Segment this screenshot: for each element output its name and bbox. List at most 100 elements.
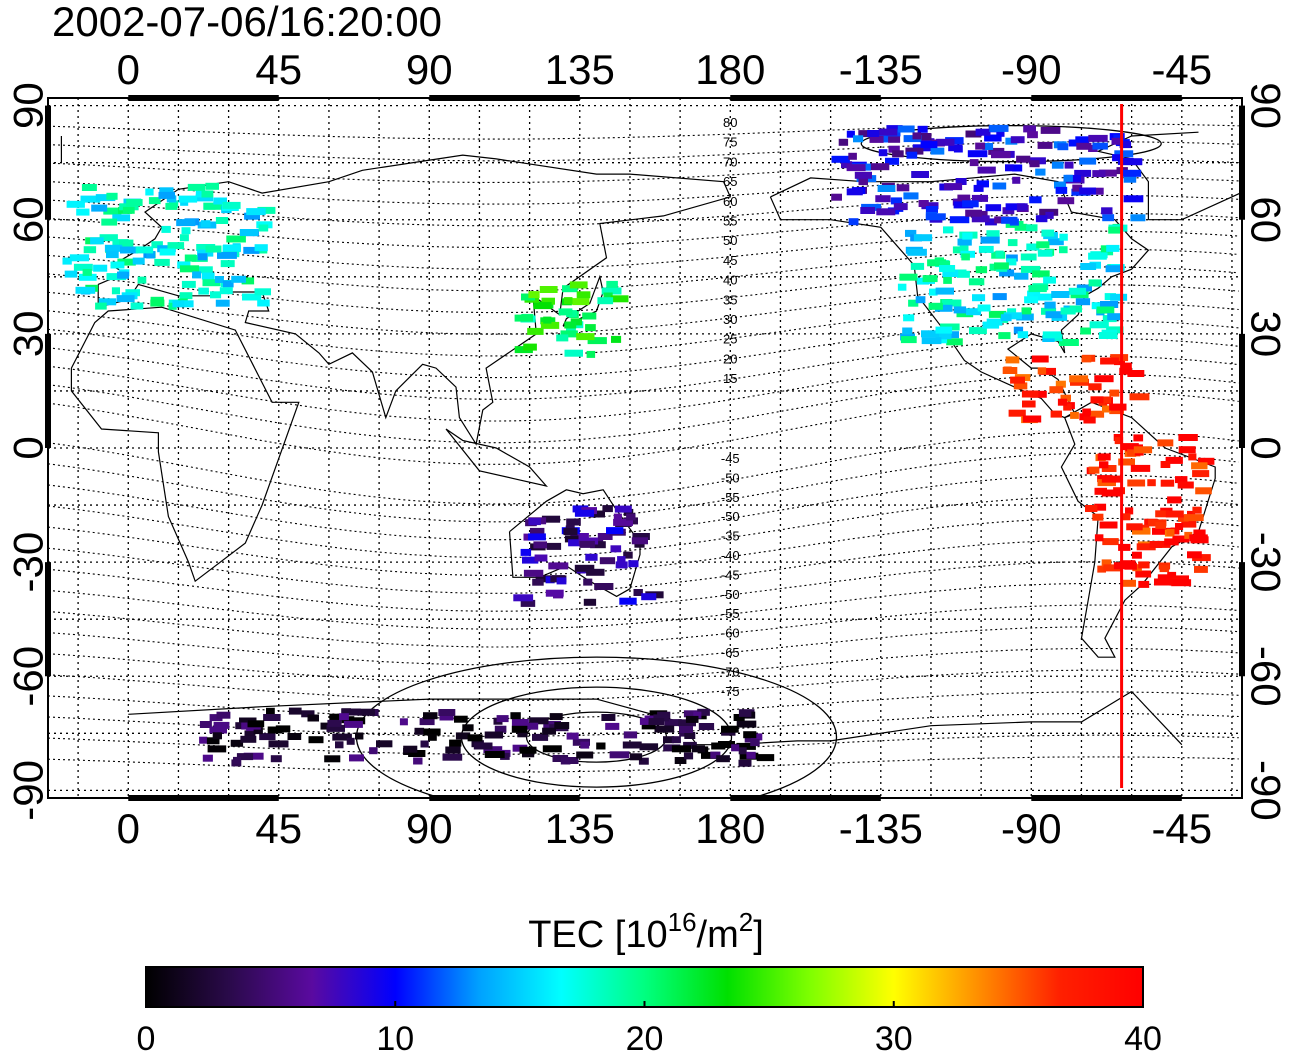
tec-cell bbox=[995, 250, 1004, 258]
magnetic-contour bbox=[48, 496, 1239, 559]
tec-cell bbox=[1035, 168, 1046, 176]
bottom-longitude-tick-label: -45 bbox=[1151, 805, 1212, 852]
tec-cell bbox=[943, 226, 954, 234]
tec-cell bbox=[622, 741, 642, 749]
tec-cell bbox=[1058, 339, 1079, 346]
tec-cell bbox=[449, 739, 462, 747]
tec-cell bbox=[111, 287, 120, 295]
tec-cell bbox=[905, 147, 924, 155]
magnetic-latitude-label: 70 bbox=[723, 154, 737, 169]
tec-cell bbox=[972, 294, 986, 302]
tec-cell bbox=[66, 200, 85, 208]
coastline bbox=[445, 428, 548, 487]
tec-cell bbox=[179, 265, 200, 273]
tec-cell bbox=[1012, 164, 1023, 172]
tec-cell bbox=[937, 332, 952, 340]
tec-cell bbox=[957, 238, 972, 246]
tec-cell bbox=[222, 280, 234, 288]
tec-cell bbox=[439, 713, 454, 721]
tec-cell bbox=[1075, 136, 1090, 144]
tec-cell bbox=[920, 133, 932, 140]
tec-cell bbox=[135, 246, 154, 254]
left-latitude-axis: 90 60 30 0 -30 -60 -90 bbox=[5, 82, 52, 820]
tec-cell bbox=[1003, 366, 1012, 374]
tec-cell bbox=[413, 757, 423, 765]
tec-cell bbox=[268, 740, 289, 748]
tec-cell bbox=[231, 275, 246, 283]
tec-cell bbox=[1005, 203, 1026, 211]
tec-cell bbox=[939, 265, 956, 272]
tec-cell bbox=[885, 157, 900, 165]
tec-cell bbox=[1059, 233, 1068, 241]
tec-cell bbox=[733, 714, 745, 721]
tec-cell bbox=[159, 248, 176, 256]
tec-cell bbox=[1006, 258, 1017, 266]
tec-cell bbox=[663, 744, 681, 752]
tec-cell bbox=[500, 752, 510, 760]
tec-cell bbox=[408, 750, 426, 757]
tec-cell bbox=[236, 753, 254, 761]
tec-cell bbox=[846, 164, 866, 172]
tec-cell bbox=[576, 291, 591, 299]
tec-cell bbox=[1107, 313, 1122, 321]
right-latitude-tick-label: -90 bbox=[1242, 760, 1289, 821]
tec-cell bbox=[355, 732, 364, 740]
tec-cell bbox=[556, 334, 569, 342]
bottom-longitude-tick-label: 45 bbox=[255, 805, 302, 852]
tec-cell bbox=[1125, 507, 1134, 515]
tec-cell bbox=[971, 194, 988, 202]
magnetic-contour bbox=[48, 734, 1239, 755]
tec-cell bbox=[986, 318, 1003, 326]
bottom-longitude-tick-label: 90 bbox=[406, 805, 453, 852]
tec-cell bbox=[1020, 253, 1037, 261]
tec-cell bbox=[98, 298, 117, 306]
left-latitude-tick-label: -90 bbox=[5, 760, 52, 821]
tec-cell bbox=[943, 276, 952, 284]
tec-cell bbox=[1101, 489, 1121, 497]
tec-cell bbox=[586, 568, 605, 576]
frame-bar bbox=[45, 105, 51, 220]
tec-cell bbox=[614, 505, 632, 513]
tec-cell bbox=[939, 260, 951, 268]
frame-bar bbox=[1239, 562, 1245, 677]
tec-cell bbox=[308, 736, 324, 744]
tec-cell bbox=[671, 736, 681, 744]
colorbar-ticks: 0 10 20 30 40 bbox=[137, 1001, 1162, 1057]
tec-cell bbox=[975, 128, 991, 136]
tec-cell bbox=[1085, 505, 1098, 512]
top-longitude-tick-label: 90 bbox=[406, 46, 453, 93]
tec-cell bbox=[691, 745, 705, 753]
tec-cell bbox=[921, 337, 942, 345]
tec-cell bbox=[217, 251, 237, 259]
map-frame-bars bbox=[45, 95, 1245, 801]
tec-cell bbox=[99, 234, 118, 242]
tec-cell bbox=[1172, 535, 1190, 543]
tec-cell bbox=[1130, 214, 1146, 222]
magnetic-contour bbox=[48, 431, 1239, 505]
tec-cell bbox=[962, 232, 973, 240]
tec-cell bbox=[967, 150, 988, 158]
tec-cell bbox=[574, 564, 595, 572]
tec-cell bbox=[892, 150, 904, 158]
tec-cell bbox=[267, 726, 283, 734]
tec-cell bbox=[710, 751, 721, 759]
tec-cell bbox=[455, 732, 471, 740]
tec-cell bbox=[1016, 155, 1031, 163]
tec-cell bbox=[989, 124, 1009, 132]
tec-cell bbox=[528, 291, 540, 299]
top-longitude-tick-label: 180 bbox=[695, 46, 765, 93]
tec-cell bbox=[206, 737, 220, 745]
tec-cell bbox=[878, 149, 888, 157]
magnetic-latitude-label: 30 bbox=[723, 312, 737, 327]
tec-cell bbox=[1013, 326, 1024, 334]
magnetic-latitude-label: 75 bbox=[723, 135, 737, 150]
tec-cell bbox=[1157, 439, 1174, 447]
tec-cell bbox=[631, 537, 648, 545]
tec-cell bbox=[103, 207, 122, 215]
tec-cell bbox=[613, 513, 622, 521]
tec-cell bbox=[528, 533, 546, 541]
tec-cell bbox=[870, 163, 890, 171]
magnetic-contour bbox=[48, 373, 1239, 444]
tec-cell bbox=[1006, 254, 1018, 262]
tec-cell bbox=[1101, 475, 1121, 483]
